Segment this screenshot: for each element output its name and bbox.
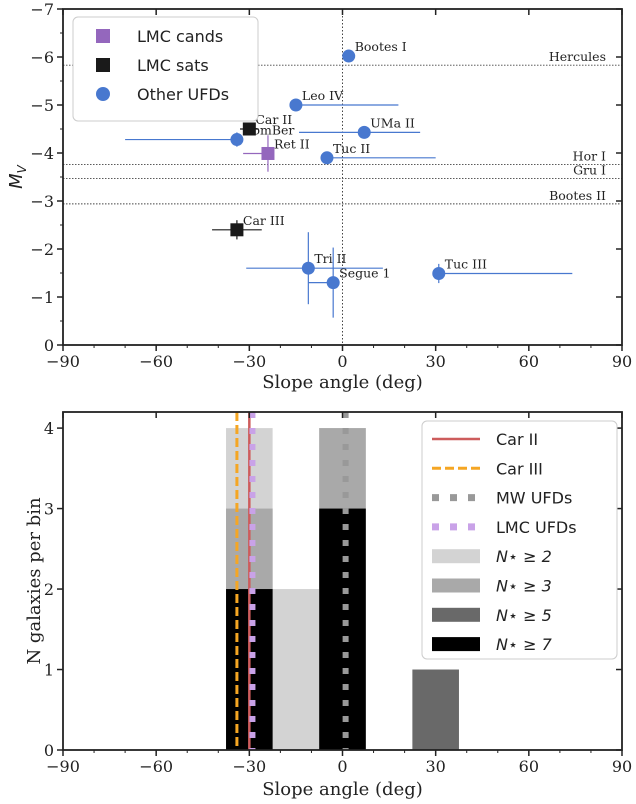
point-label: Tri II <box>314 251 346 266</box>
point-label: Leo IV <box>302 88 344 103</box>
legend-box <box>421 420 618 660</box>
reference-line-label: Gru I <box>573 162 606 177</box>
reference-line-label: Hercules <box>549 49 606 64</box>
legend-label: LMC UFDs <box>496 518 577 537</box>
point-label: Ret II <box>274 136 310 151</box>
point-label: Bootes I <box>355 39 407 54</box>
x-axis-label: Slope angle (deg) <box>262 779 423 800</box>
y-tick-label: −1 <box>30 288 54 307</box>
x-tick-label: −60 <box>139 757 173 776</box>
y-tick-label: 1 <box>44 661 54 680</box>
y-tick-label: −5 <box>30 96 54 115</box>
x-tick-label: 0 <box>337 757 347 776</box>
x-tick-label: 0 <box>337 352 347 371</box>
x-tick-label: −90 <box>46 352 80 371</box>
x-axis-label: Slope angle (deg) <box>262 372 423 393</box>
point-label: Car II <box>255 112 292 127</box>
legend-swatch <box>432 607 480 622</box>
legend-marker <box>96 29 110 43</box>
x-tick-label: 60 <box>519 757 539 776</box>
legend-label: Car III <box>496 459 543 478</box>
legend-swatch <box>432 549 480 564</box>
legend-label: N⋆ ≥ 2 <box>496 547 552 566</box>
data-point <box>357 125 371 139</box>
legend-box <box>72 16 259 122</box>
reference-line-label: Bootes II <box>549 188 606 203</box>
legend-swatch <box>432 637 480 652</box>
point-label: Car III <box>243 213 285 228</box>
data-point <box>289 98 303 112</box>
data-point <box>230 133 244 147</box>
y-tick-label: −6 <box>30 48 54 67</box>
x-tick-label: 90 <box>612 757 632 776</box>
legend-label: N⋆ ≥ 5 <box>496 606 552 625</box>
data-point <box>242 122 256 136</box>
y-axis-label: MV <box>6 164 29 189</box>
x-tick-label: −60 <box>139 352 173 371</box>
y-tick-label: 3 <box>44 500 54 519</box>
legend-top: LMC cands LMC sats Other UFDs <box>72 16 259 122</box>
legend-label: Car II <box>496 430 538 449</box>
x-tick-label: 30 <box>425 352 445 371</box>
legend-bottom: Car II Car III MW UFDs LMC UFDs N⋆ ≥ 2 N⋆ ≥ 3… <box>421 420 618 660</box>
y-tick-label: −7 <box>30 0 54 19</box>
data-point <box>326 276 340 290</box>
legend-label: Other UFDs <box>137 85 229 104</box>
x-tick-label: 30 <box>425 757 445 776</box>
y-tick-label: −4 <box>30 144 54 163</box>
y-tick-label: −2 <box>30 240 54 259</box>
y-tick-label: 2 <box>44 580 54 599</box>
y-tick-label: −3 <box>30 192 54 211</box>
point-label: Segue 1 <box>339 266 390 281</box>
y-axis-label: N galaxies per bin <box>24 497 45 665</box>
legend-swatch <box>432 578 480 593</box>
point-label: Tuc II <box>333 141 370 156</box>
y-tick-label: 0 <box>44 336 54 355</box>
histogram-bar <box>412 669 459 750</box>
point-label: Tuc III <box>445 256 487 271</box>
reference-line-label: Hor I <box>573 149 606 164</box>
legend-label: N⋆ ≥ 7 <box>496 635 553 654</box>
histogram-bar <box>319 508 366 750</box>
x-tick-label: 60 <box>519 352 539 371</box>
y-tick-label: 4 <box>44 419 54 438</box>
x-tick-label: −90 <box>46 757 80 776</box>
x-tick-label: −30 <box>232 352 266 371</box>
legend-marker <box>96 58 110 72</box>
data-point <box>230 223 244 237</box>
x-tick-label: −30 <box>232 757 266 776</box>
point-label: UMa II <box>370 115 415 130</box>
legend-label: N⋆ ≥ 3 <box>496 577 552 596</box>
legend-marker <box>96 87 110 101</box>
legend-label: LMC cands <box>137 27 223 46</box>
data-point <box>301 261 315 275</box>
data-point <box>261 146 275 160</box>
legend-label: MW UFDs <box>496 489 572 508</box>
x-tick-label: 90 <box>612 352 632 371</box>
legend-label: LMC sats <box>137 56 209 75</box>
data-point <box>320 151 334 165</box>
data-point <box>342 49 356 63</box>
histogram-bar <box>272 589 320 750</box>
data-point <box>432 266 446 280</box>
y-tick-label: 0 <box>44 741 54 760</box>
